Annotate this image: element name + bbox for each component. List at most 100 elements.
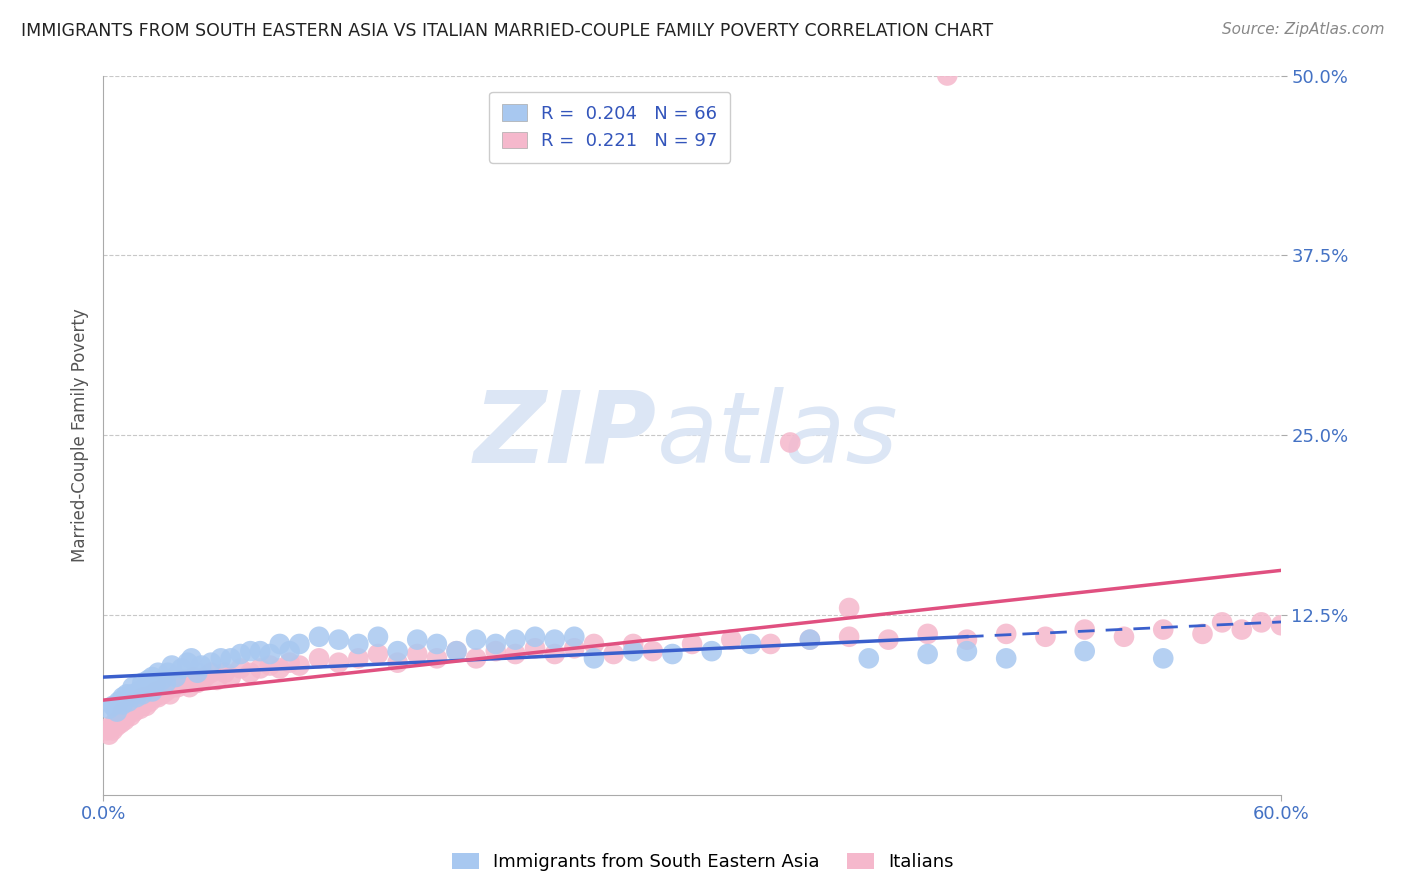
Point xyxy=(136,673,159,687)
Point xyxy=(176,656,198,670)
Point xyxy=(108,713,131,727)
Point xyxy=(700,644,723,658)
Point xyxy=(1073,623,1095,637)
Point xyxy=(1230,623,1253,637)
Point xyxy=(129,702,152,716)
Point xyxy=(259,647,281,661)
Point xyxy=(118,705,141,719)
Point xyxy=(387,656,409,670)
Point xyxy=(799,632,821,647)
Point xyxy=(180,651,202,665)
Point xyxy=(720,632,742,647)
Point xyxy=(877,632,900,647)
Point xyxy=(288,637,311,651)
Point xyxy=(153,680,176,694)
Point xyxy=(1152,623,1174,637)
Point xyxy=(239,644,262,658)
Point xyxy=(155,684,177,698)
Point xyxy=(740,637,762,651)
Point xyxy=(141,684,163,698)
Point xyxy=(121,698,143,713)
Point xyxy=(101,723,124,738)
Point xyxy=(661,647,683,661)
Point xyxy=(562,630,585,644)
Point xyxy=(186,665,208,680)
Point xyxy=(446,644,468,658)
Point xyxy=(163,680,186,694)
Point xyxy=(956,632,979,647)
Point xyxy=(543,632,565,647)
Point xyxy=(995,627,1018,641)
Point xyxy=(205,673,228,687)
Point xyxy=(143,690,166,705)
Point xyxy=(179,680,201,694)
Point xyxy=(288,658,311,673)
Point xyxy=(160,658,183,673)
Point xyxy=(186,675,208,690)
Point xyxy=(1035,630,1057,644)
Point xyxy=(165,675,187,690)
Text: ZIP: ZIP xyxy=(474,387,657,483)
Point xyxy=(485,637,508,651)
Legend: Immigrants from South Eastern Asia, Italians: Immigrants from South Eastern Asia, Ital… xyxy=(444,846,962,879)
Point xyxy=(582,637,605,651)
Point xyxy=(995,651,1018,665)
Point xyxy=(858,651,880,665)
Point xyxy=(465,651,488,665)
Legend: R =  0.204   N = 66, R =  0.221   N = 97: R = 0.204 N = 66, R = 0.221 N = 97 xyxy=(489,92,730,162)
Point xyxy=(543,647,565,661)
Point xyxy=(505,632,527,647)
Point xyxy=(465,632,488,647)
Point xyxy=(269,637,291,651)
Point xyxy=(134,694,156,708)
Point xyxy=(1270,618,1292,632)
Point xyxy=(278,644,301,658)
Point xyxy=(779,435,801,450)
Point xyxy=(1211,615,1233,630)
Point xyxy=(98,702,121,716)
Point xyxy=(347,651,370,665)
Text: Source: ZipAtlas.com: Source: ZipAtlas.com xyxy=(1222,22,1385,37)
Point xyxy=(127,694,149,708)
Point xyxy=(101,698,124,713)
Point xyxy=(121,702,143,716)
Point xyxy=(200,665,222,680)
Point xyxy=(485,644,508,658)
Point xyxy=(621,644,644,658)
Point xyxy=(105,719,128,733)
Point xyxy=(108,694,131,708)
Point xyxy=(229,647,252,661)
Point xyxy=(104,716,127,731)
Point xyxy=(160,675,183,690)
Point xyxy=(131,687,153,701)
Point xyxy=(98,728,121,742)
Point xyxy=(1073,644,1095,658)
Point xyxy=(917,627,939,641)
Point xyxy=(799,632,821,647)
Point xyxy=(446,644,468,658)
Point xyxy=(145,675,167,690)
Point xyxy=(759,637,782,651)
Point xyxy=(131,675,153,690)
Point xyxy=(105,705,128,719)
Point xyxy=(155,675,177,690)
Point xyxy=(249,661,271,675)
Point xyxy=(219,651,242,665)
Point xyxy=(200,656,222,670)
Point xyxy=(347,637,370,651)
Point xyxy=(190,673,212,687)
Point xyxy=(131,690,153,705)
Point xyxy=(111,690,134,705)
Point xyxy=(367,630,389,644)
Point xyxy=(118,694,141,708)
Point xyxy=(524,630,547,644)
Point xyxy=(146,665,169,680)
Point xyxy=(524,641,547,656)
Point xyxy=(115,709,138,723)
Point xyxy=(917,647,939,661)
Point xyxy=(259,658,281,673)
Point xyxy=(166,680,188,694)
Point xyxy=(141,670,163,684)
Point xyxy=(165,670,187,684)
Point xyxy=(641,644,664,658)
